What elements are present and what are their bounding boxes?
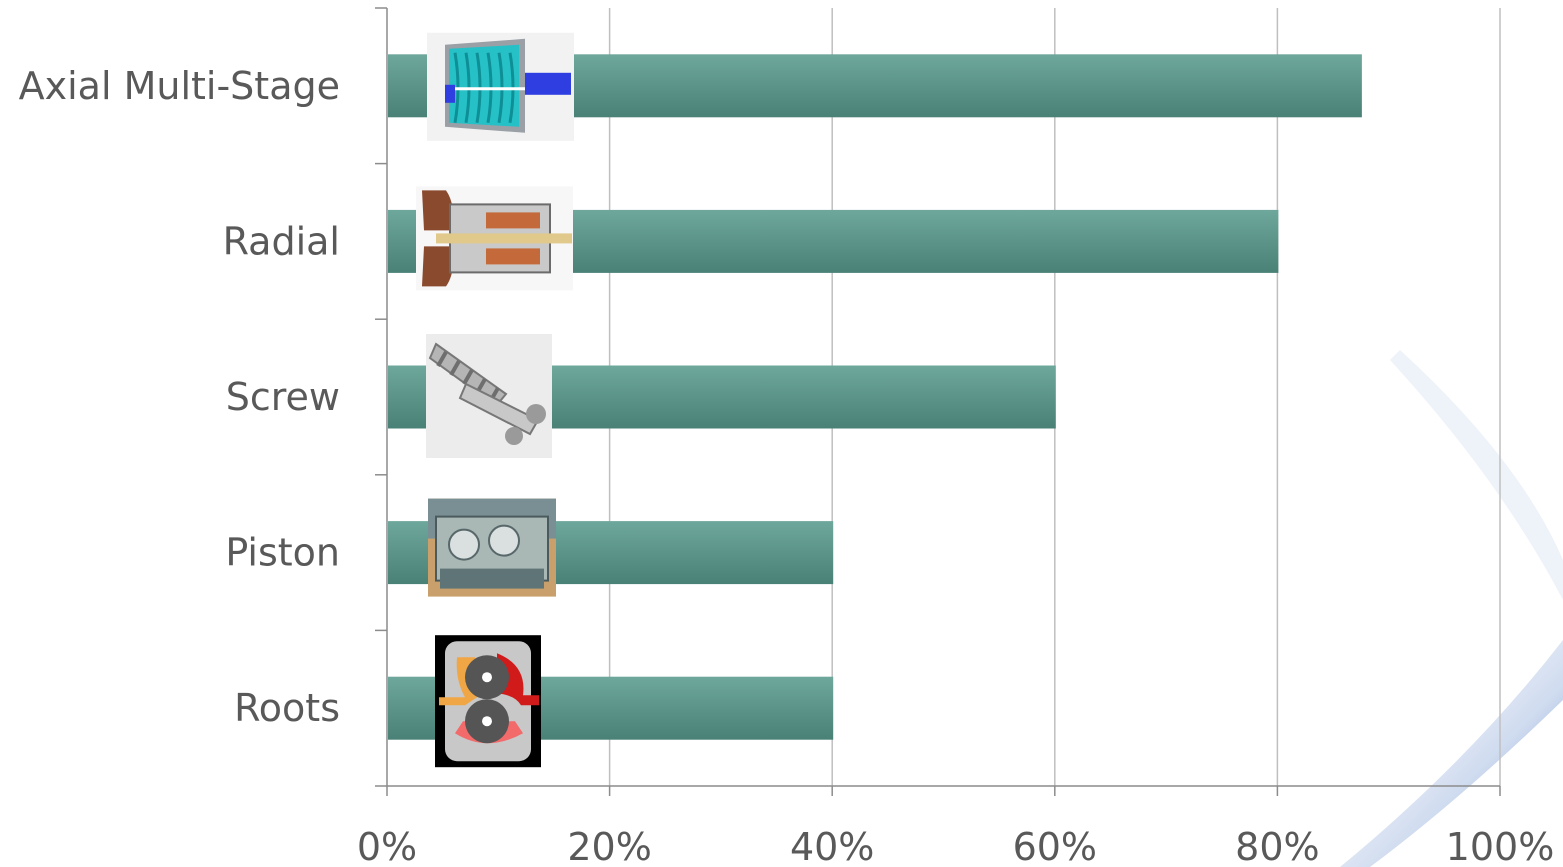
x-tick-label: 0% <box>357 825 417 867</box>
category-labels: Axial Multi-Stage Radial Screw Piston Roots <box>19 64 340 730</box>
radial-compressor-icon <box>416 186 573 291</box>
category-label: Axial Multi-Stage <box>19 64 340 108</box>
x-tick-label: 40% <box>790 825 874 867</box>
axes <box>375 7 1501 796</box>
category-label: Screw <box>226 375 340 419</box>
decorative-swoosh <box>1340 350 1563 867</box>
axial-compressor-icon <box>427 32 574 141</box>
roots-blower-icon <box>435 635 541 768</box>
x-tick-label: 20% <box>567 825 651 867</box>
x-tick-labels: 0% 20% 40% 60% 80% 100% <box>357 825 1554 867</box>
x-tick-label: 100% <box>1446 825 1555 867</box>
category-label: Radial <box>223 219 340 263</box>
category-label: Roots <box>234 686 340 730</box>
piston-compressor-icon <box>428 498 556 597</box>
x-tick-label: 80% <box>1235 825 1319 867</box>
screw-rotor-icon <box>426 334 552 458</box>
x-tick-label: 60% <box>1013 825 1097 867</box>
category-label: Piston <box>225 531 340 575</box>
bar-images <box>416 32 574 768</box>
